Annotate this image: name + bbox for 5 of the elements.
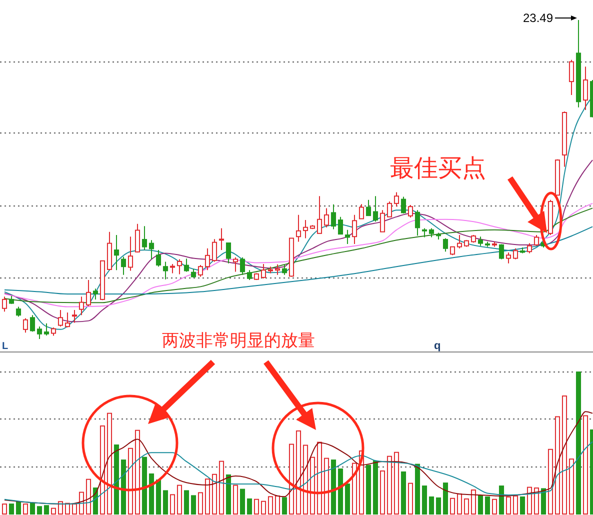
text: L — [2, 341, 8, 352]
annotation: 23.49 — [522, 11, 554, 25]
annotation: 两波非常明显的放量 — [162, 331, 315, 350]
annotation: 最佳买点 — [390, 155, 486, 182]
text: q — [434, 340, 441, 352]
